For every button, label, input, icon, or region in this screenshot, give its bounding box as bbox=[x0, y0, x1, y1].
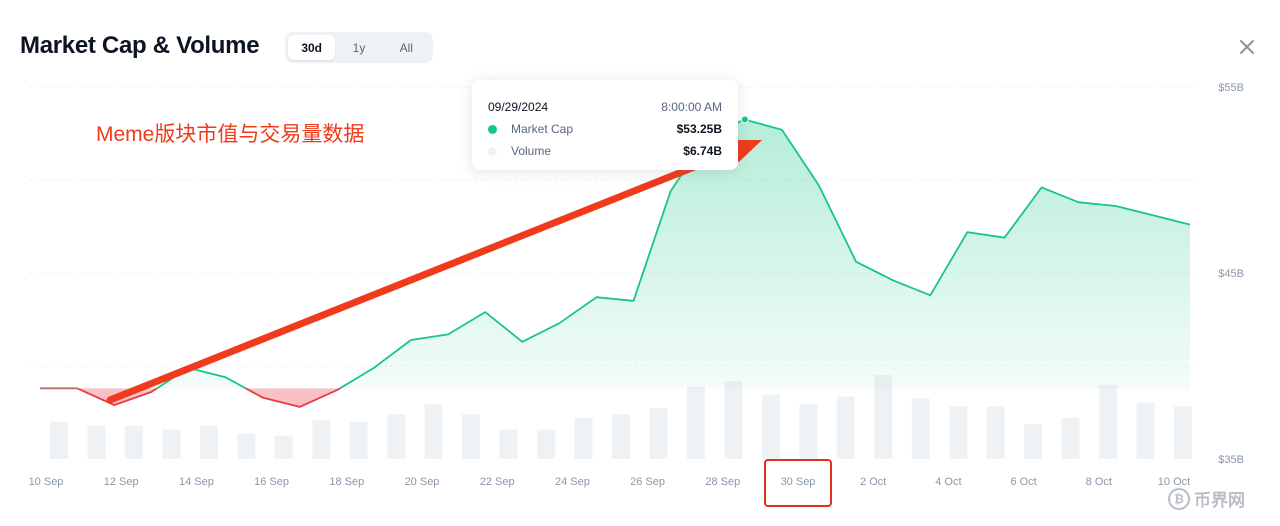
x-tick-label: 10 Sep bbox=[29, 476, 64, 488]
y-tick-label: $55B bbox=[1218, 82, 1244, 94]
tooltip-time: 8:00:00 AM bbox=[661, 100, 722, 114]
x-tick-label: 2 Oct bbox=[860, 476, 886, 488]
y-tick-label: $35B bbox=[1218, 454, 1244, 466]
volume-bar bbox=[162, 429, 181, 459]
volume-bar bbox=[199, 425, 218, 459]
tooltip-volume-label: Volume bbox=[511, 144, 552, 158]
x-tick-label: 4 Oct bbox=[935, 476, 961, 488]
bitcoin-icon: ₿ bbox=[1168, 487, 1190, 510]
tooltip-market-cap-label: Market Cap bbox=[511, 122, 574, 136]
volume-bar bbox=[424, 404, 443, 459]
volume-bar bbox=[911, 398, 930, 459]
x-tick-label: 18 Sep bbox=[329, 476, 364, 488]
tooltip-date: 09/29/2024 bbox=[488, 100, 549, 114]
annotation-arrow bbox=[106, 147, 738, 404]
page-title: Market Cap & Volume bbox=[20, 32, 260, 59]
volume-bar bbox=[949, 406, 968, 459]
x-tick-label: 16 Sep bbox=[254, 476, 289, 488]
chart-tooltip: 09/29/2024 8:00:00 AM Market Cap $53.25B… bbox=[472, 80, 738, 170]
volume-bar bbox=[274, 435, 293, 459]
volume-bar bbox=[986, 406, 1005, 459]
volume-bar bbox=[237, 433, 256, 459]
volume-bar bbox=[836, 396, 855, 459]
volume-bar bbox=[349, 421, 368, 459]
tooltip-volume-value: $6.74B bbox=[683, 144, 722, 158]
volume-bar bbox=[499, 429, 518, 459]
volume-bar bbox=[799, 404, 818, 459]
volume-bar bbox=[462, 414, 481, 459]
x-tick-label: 14 Sep bbox=[179, 476, 214, 488]
volume-bar bbox=[649, 408, 668, 459]
volume-bar bbox=[761, 394, 780, 459]
market-cap-dot-icon bbox=[488, 124, 497, 134]
volume-bar bbox=[387, 414, 406, 459]
hover-point bbox=[740, 115, 749, 124]
range-selector: 30d 1y All bbox=[285, 32, 433, 63]
market-cap-line bbox=[40, 118, 1191, 389]
tooltip-market-cap-value: $53.25B bbox=[676, 122, 722, 136]
volume-bar bbox=[874, 375, 893, 459]
x-tick-label: 6 Oct bbox=[1010, 476, 1036, 488]
watermark-text: 币界网 bbox=[1194, 491, 1245, 510]
volume-bar bbox=[1099, 384, 1118, 459]
volume-bar bbox=[124, 425, 143, 459]
volume-bar bbox=[686, 386, 705, 459]
x-tick-label: 30 Sep bbox=[781, 476, 816, 488]
x-tick-label: 10 Oct bbox=[1158, 476, 1190, 488]
volume-bar bbox=[724, 380, 743, 459]
x-tick-label: 24 Sep bbox=[555, 476, 590, 488]
volume-bar bbox=[612, 414, 630, 459]
x-tick-label: 8 Oct bbox=[1086, 476, 1112, 488]
market-cap-area-up bbox=[40, 119, 1190, 389]
x-tick-label: 26 Sep bbox=[630, 476, 665, 488]
close-icon[interactable] bbox=[1236, 36, 1258, 58]
volume-bar bbox=[574, 418, 593, 459]
volume-bar bbox=[1024, 423, 1043, 459]
x-tick-label: 20 Sep bbox=[405, 476, 440, 488]
x-tick-label: 12 Sep bbox=[104, 476, 139, 488]
range-all-button[interactable]: All bbox=[399, 40, 413, 55]
volume-bar bbox=[312, 419, 331, 459]
x-tick-label: 22 Sep bbox=[480, 476, 515, 488]
volume-bar bbox=[1174, 406, 1192, 459]
market-cap-area-down bbox=[77, 388, 340, 407]
volume-dot-icon bbox=[488, 146, 497, 156]
y-tick-label: $45B bbox=[1218, 268, 1244, 280]
annotation-text: Meme版块市值与交易量数据 bbox=[96, 123, 365, 146]
highlight-box bbox=[764, 459, 832, 507]
range-1y-button[interactable]: 1y bbox=[352, 40, 366, 55]
x-tick-label: 28 Sep bbox=[705, 476, 740, 488]
volume-bar bbox=[87, 425, 106, 459]
volume-bar bbox=[1136, 402, 1155, 459]
volume-bar bbox=[537, 429, 556, 459]
volume-bar bbox=[1061, 418, 1080, 459]
range-30d-button[interactable]: 30d bbox=[288, 35, 336, 60]
volume-bar bbox=[50, 421, 68, 459]
watermark: ₿ 币界网 bbox=[1168, 486, 1245, 511]
